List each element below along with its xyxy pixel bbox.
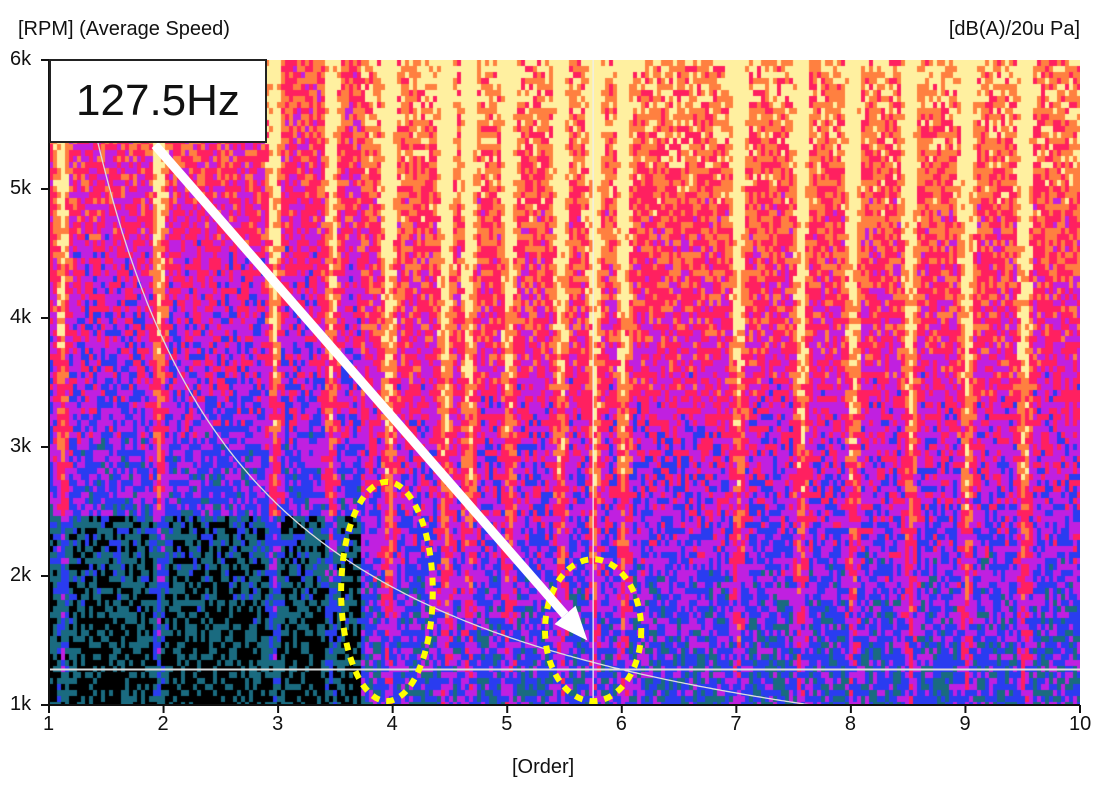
y-tick-label: 1k (10, 693, 32, 715)
annotation-arrow-head (554, 605, 588, 641)
x-tick-label: 8 (844, 713, 856, 735)
constant-frequency-curve (79, 59, 810, 706)
spectrogram-heatmap (49, 60, 1080, 705)
frequency-annotation-label: 127.5Hz (76, 76, 240, 125)
colorbar-unit-label: [dB(A)/20u Pa] (948, 18, 1080, 40)
highlight-ellipse-2 (542, 556, 645, 705)
x-tick-label: 10 (1069, 713, 1092, 735)
x-tick-label: 9 (959, 713, 971, 735)
x-tick-label: 6 (615, 713, 627, 735)
highlight-ellipse-1 (338, 478, 436, 705)
y-tick-label: 3k (10, 435, 32, 457)
x-tick-label: 4 (386, 713, 398, 735)
x-tick-label: 7 (730, 713, 742, 735)
frequency-annotation-box: 127.5Hz (49, 59, 267, 143)
y-tick-label: 6k (10, 48, 32, 70)
x-tick-label: 2 (157, 713, 169, 735)
y-tick-label: 4k (10, 306, 32, 328)
y-axis-label: [RPM] (Average Speed) (18, 18, 230, 40)
x-axis-label: [Order] (512, 756, 575, 778)
annotation-arrow-shaft (151, 142, 569, 618)
y-tick-label: 5k (10, 177, 32, 199)
x-tick-label: 3 (272, 713, 284, 735)
x-tick-label: 5 (501, 713, 513, 735)
x-tick-label: 1 (43, 713, 55, 735)
y-tick-label: 2k (10, 564, 32, 586)
